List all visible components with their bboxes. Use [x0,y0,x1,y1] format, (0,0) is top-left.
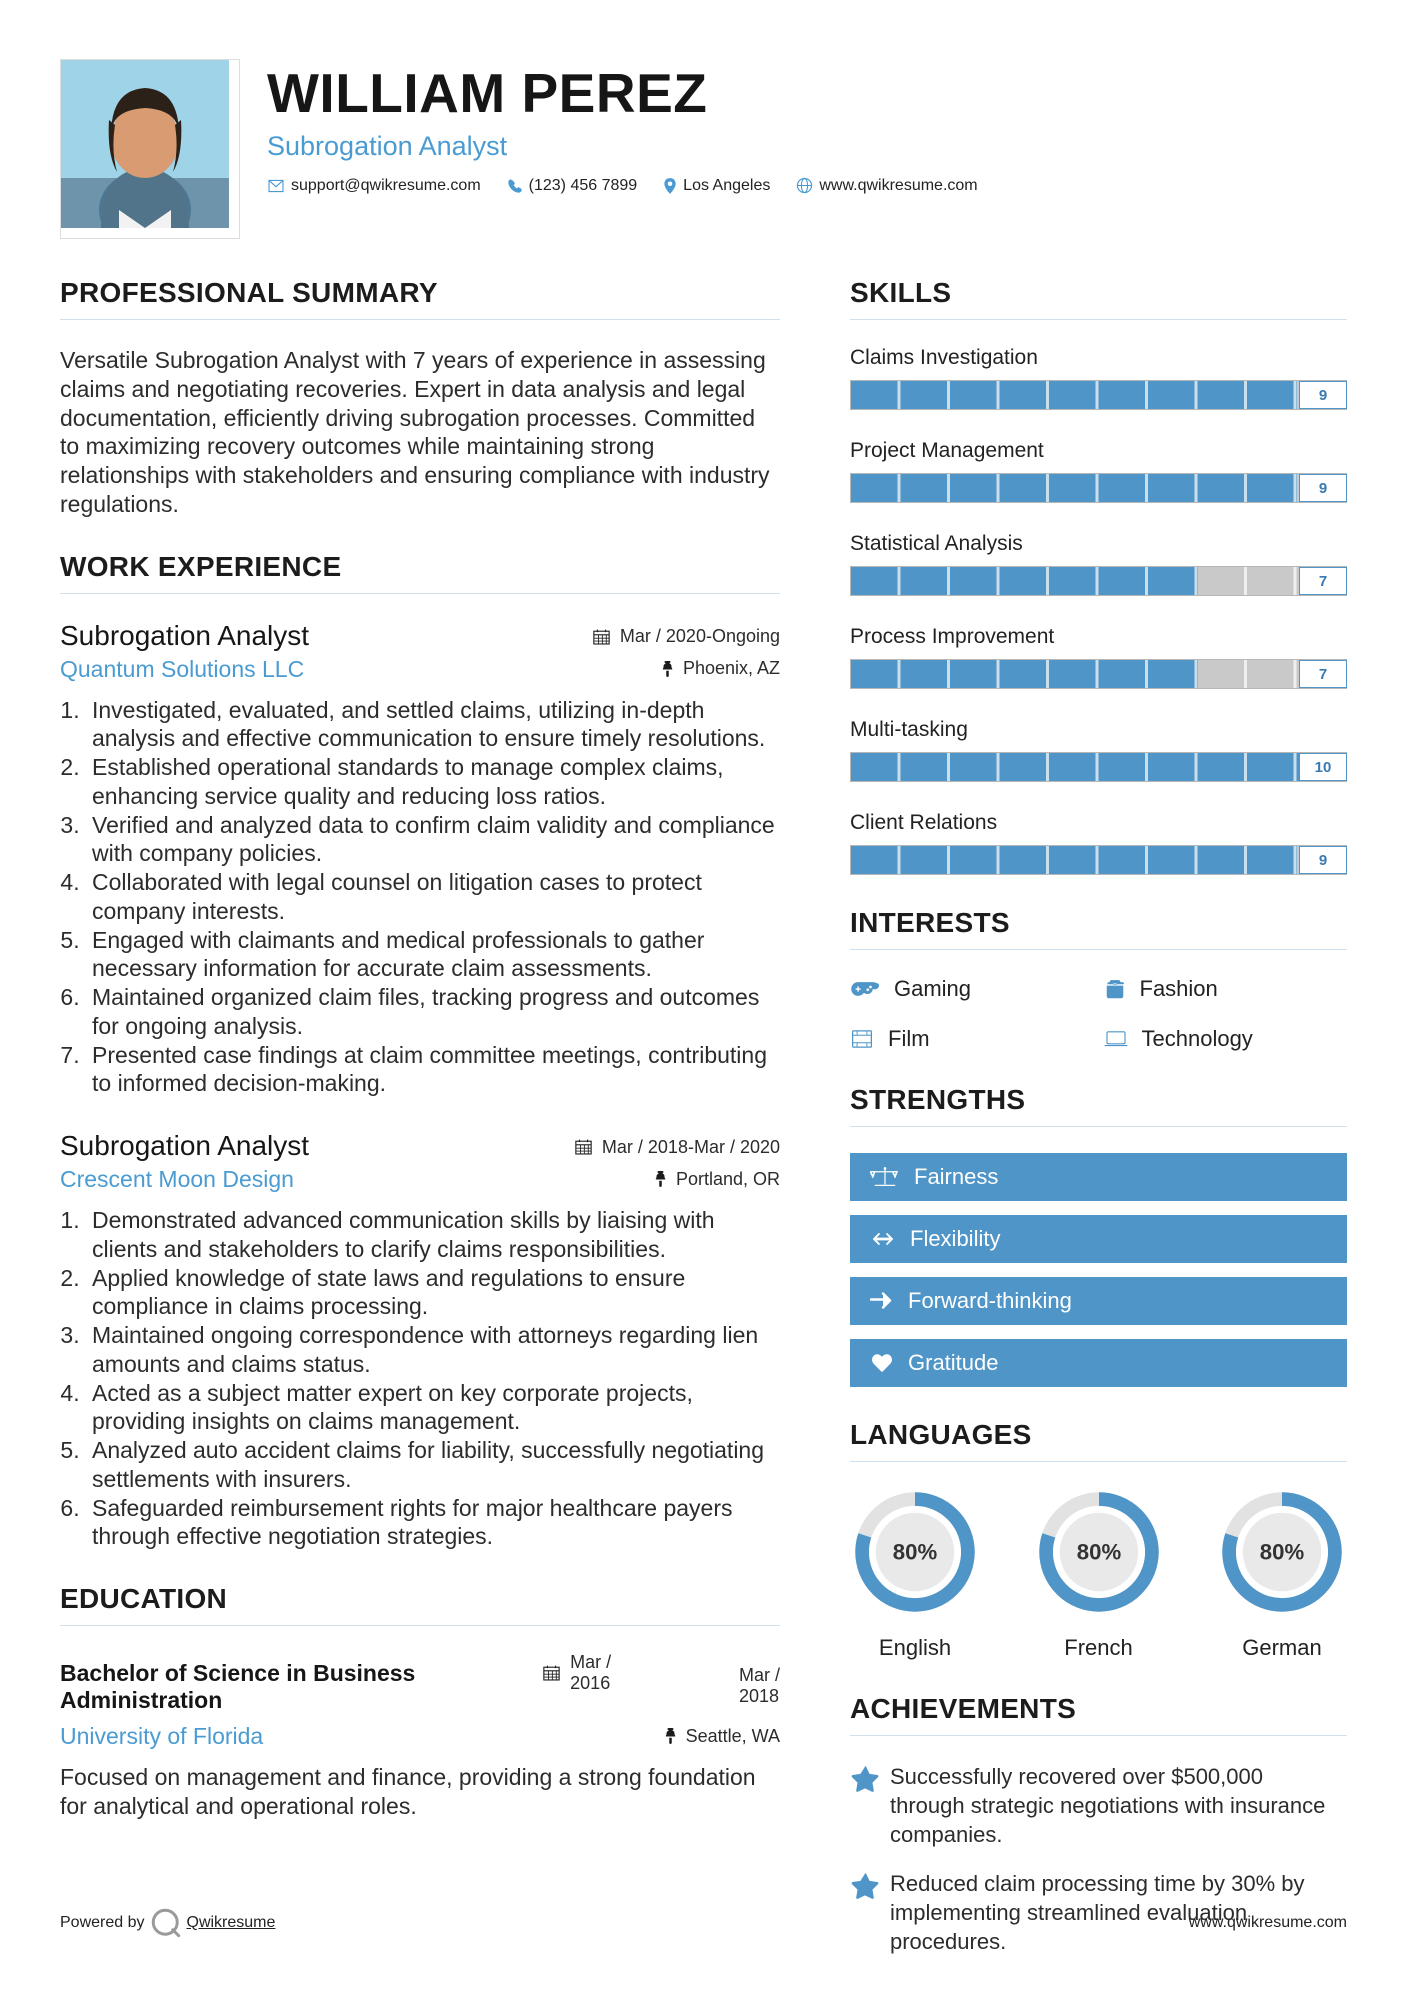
svg-text:80%: 80% [1076,1540,1121,1565]
svg-text:80%: 80% [893,1540,938,1565]
svg-text:80%: 80% [1260,1540,1305,1565]
